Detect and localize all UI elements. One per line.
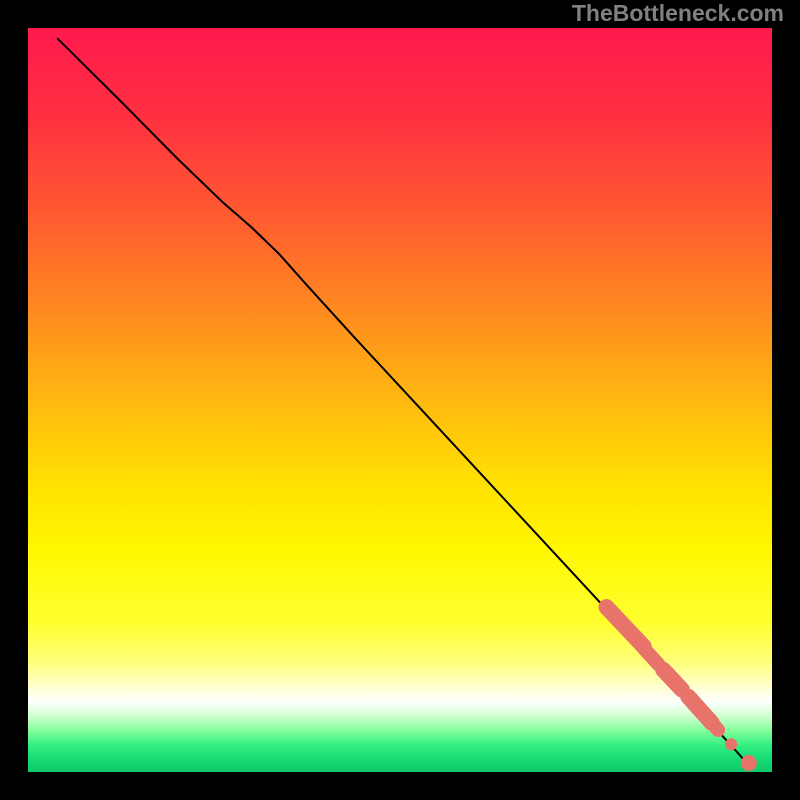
chart-canvas: TheBottleneck.com	[0, 0, 800, 800]
data-marker-segment	[712, 723, 719, 730]
data-marker-dot	[741, 755, 757, 771]
data-markers-group	[607, 607, 757, 771]
plot-area	[28, 28, 772, 772]
data-marker-segment	[644, 648, 659, 664]
data-marker-segment	[663, 670, 682, 690]
data-marker-segment	[607, 607, 644, 646]
chart-overlay	[28, 28, 772, 772]
watermark-text: TheBottleneck.com	[572, 0, 784, 27]
data-marker-dot	[725, 738, 737, 750]
